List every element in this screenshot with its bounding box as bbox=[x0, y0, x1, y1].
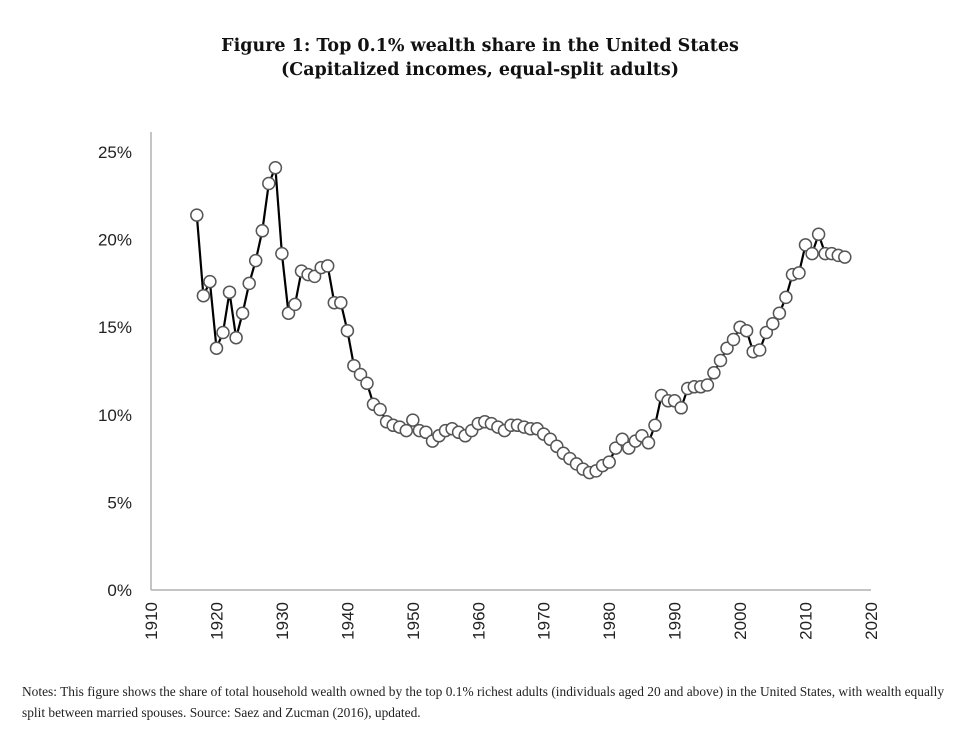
data-point bbox=[739, 323, 754, 338]
data-point bbox=[222, 285, 237, 299]
data-point bbox=[255, 224, 270, 238]
data-point bbox=[805, 246, 819, 261]
x-tick-label: 1980 bbox=[600, 602, 619, 640]
chart-title-line-1: Figure 1: Top 0.1% wealth share in the U… bbox=[221, 36, 739, 56]
data-point bbox=[360, 376, 374, 391]
x-tick-label: 1950 bbox=[404, 602, 423, 640]
data-point bbox=[209, 341, 224, 355]
data-point bbox=[235, 306, 250, 320]
data-point bbox=[779, 290, 793, 305]
x-tick-label: 1990 bbox=[666, 602, 685, 640]
x-tick-label: 1960 bbox=[469, 602, 488, 640]
axes bbox=[150, 132, 871, 591]
data-point bbox=[641, 436, 656, 450]
data-point bbox=[602, 455, 616, 469]
x-tick-label: 1970 bbox=[535, 602, 554, 640]
data-point bbox=[307, 269, 322, 284]
chart-title: Figure 1: Top 0.1% wealth share in the U… bbox=[0, 34, 960, 82]
y-tick-label: 15% bbox=[98, 318, 132, 337]
data-point bbox=[419, 425, 433, 440]
y-tick-label: 20% bbox=[98, 231, 132, 250]
data-point bbox=[353, 367, 368, 382]
data-point bbox=[726, 332, 741, 347]
data-point bbox=[320, 259, 335, 273]
x-tick-label: 1940 bbox=[338, 602, 357, 640]
data-point bbox=[792, 266, 806, 280]
y-tick-label: 10% bbox=[98, 406, 132, 425]
data-point bbox=[373, 402, 387, 417]
data-point bbox=[406, 413, 420, 427]
chart-subtitle: (Capitalized incomes, equal-split adults… bbox=[280, 60, 679, 80]
x-tick-labels: 1910 1920 1930 1940 1950 1960 1970 1980 1990 2000… bbox=[142, 602, 881, 640]
data-point bbox=[190, 208, 204, 222]
data-point bbox=[229, 330, 243, 345]
data-point bbox=[340, 323, 355, 338]
series-top-0.1-share bbox=[190, 161, 852, 480]
data-point bbox=[268, 161, 283, 175]
x-tick-label: 2010 bbox=[797, 602, 816, 640]
data-point bbox=[707, 366, 721, 380]
data-point bbox=[248, 253, 263, 268]
x-tick-label: 2000 bbox=[731, 602, 750, 640]
data-point bbox=[334, 295, 348, 310]
data-point bbox=[648, 418, 662, 433]
x-tick-label: 2020 bbox=[862, 602, 881, 640]
data-point bbox=[281, 306, 296, 320]
data-point bbox=[766, 316, 780, 331]
data-point bbox=[759, 325, 774, 340]
data-point bbox=[811, 227, 826, 242]
data-point bbox=[674, 401, 688, 415]
data-point bbox=[196, 288, 211, 303]
data-point bbox=[288, 297, 302, 312]
data-point bbox=[216, 325, 230, 340]
data-point bbox=[772, 306, 787, 320]
x-tick-label: 1920 bbox=[207, 602, 226, 640]
y-tick-label: 5% bbox=[107, 493, 132, 512]
data-point bbox=[608, 441, 623, 455]
figure-notes: Notes: This figure shows the share of to… bbox=[22, 684, 945, 720]
data-point bbox=[713, 353, 728, 368]
data-point bbox=[242, 276, 256, 291]
x-tick-label: 1910 bbox=[142, 602, 161, 640]
data-point bbox=[203, 274, 217, 289]
data-point bbox=[347, 358, 361, 373]
data-point bbox=[838, 250, 852, 264]
data-point bbox=[615, 432, 630, 447]
data-point bbox=[752, 343, 767, 357]
x-tick-label: 1930 bbox=[273, 602, 292, 640]
data-point bbox=[262, 176, 276, 191]
y-tick-label: 25% bbox=[98, 143, 132, 162]
y-tick-labels: 0% 5% 10% 15% 20% 25% bbox=[98, 143, 132, 600]
y-tick-label: 0% bbox=[107, 581, 132, 600]
data-point bbox=[275, 246, 289, 261]
data-point bbox=[399, 423, 414, 438]
data-point bbox=[700, 378, 715, 392]
